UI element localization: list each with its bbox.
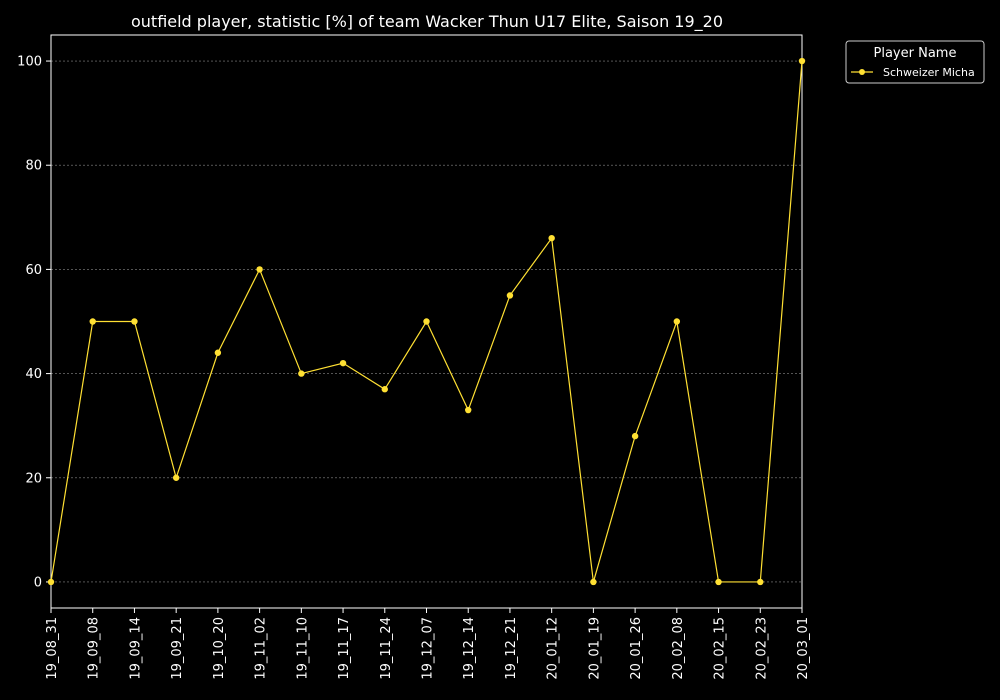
x-tick-label: 19_09_21	[170, 617, 185, 680]
x-tick-label: 19_12_21	[504, 617, 519, 680]
chart-title: outfield player, statistic [%] of team W…	[131, 12, 723, 32]
data-point	[465, 406, 472, 414]
x-tick-label: 19_09_08	[87, 617, 102, 680]
data-point	[631, 432, 639, 440]
data-point	[548, 234, 555, 242]
data-point	[673, 318, 681, 325]
x-tick-label: 20_02_08	[671, 617, 686, 680]
legend-title: Player Name	[874, 46, 957, 61]
data-point	[757, 578, 764, 586]
y-tick-label: 80	[25, 159, 42, 174]
x-tick-label: 19_11_10	[295, 617, 310, 680]
y-tick-label: 20	[25, 471, 42, 486]
series-layer	[47, 57, 806, 586]
x-tick-label: 20_01_26	[629, 617, 644, 680]
data-point	[131, 318, 138, 325]
x-tick-label: 20_01_12	[546, 617, 561, 680]
data-point	[590, 578, 597, 586]
x-tick-label: 20_01_19	[587, 617, 602, 680]
legend-dot-marker	[859, 69, 865, 75]
data-point	[381, 386, 388, 393]
x-tick-label: 20_03_01	[796, 617, 811, 680]
y-tick-label: 40	[25, 367, 42, 382]
x-tick-label: 19_11_17	[337, 617, 352, 680]
data-point	[172, 474, 180, 481]
x-tick-label: 19_12_14	[462, 617, 477, 680]
y-tick-label: 100	[17, 55, 42, 70]
x-tick-label: 19_09_14	[128, 617, 143, 680]
x-tick-label: 19_10_20	[212, 617, 227, 680]
x-tick-label: 19_11_24	[379, 617, 394, 680]
x-tick-label: 20_02_15	[713, 617, 728, 680]
data-point	[506, 292, 514, 299]
data-point	[47, 578, 55, 586]
legend-frame	[845, 40, 985, 84]
data-point	[89, 318, 96, 325]
x-tick-label: 19_11_02	[254, 617, 269, 680]
x-tick-label: 19_08_31	[45, 617, 60, 680]
data-point	[715, 578, 722, 586]
legend: Player Name Schweizer Micha	[845, 40, 985, 84]
data-point	[339, 359, 347, 367]
data-point	[423, 318, 430, 325]
x-tick-label: 20_02_23	[754, 617, 769, 680]
legend-entry-label: Schweizer Micha	[883, 66, 975, 79]
data-point	[214, 349, 222, 356]
data-point	[256, 266, 263, 273]
data-point	[298, 370, 305, 377]
x-tick-label: 19_12_07	[421, 617, 436, 680]
y-tick-label: 0	[34, 575, 42, 590]
axes-layer: 0 20 40 60 80 100 19_08_31 19_09_08 19_09_14 19_0…	[17, 34, 811, 680]
data-point	[798, 57, 806, 65]
y-tick-label: 60	[25, 263, 42, 278]
